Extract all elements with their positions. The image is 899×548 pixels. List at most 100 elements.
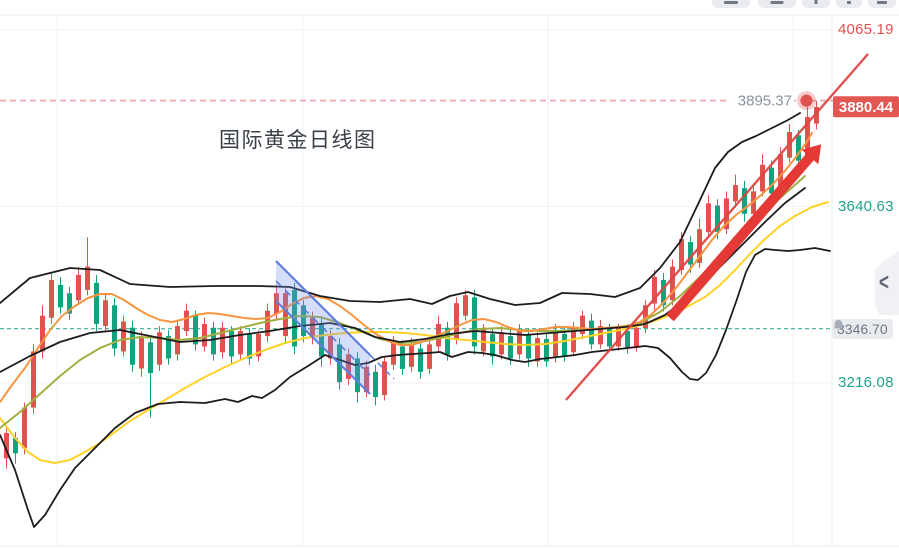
candle-body [715, 205, 720, 233]
candle-body [22, 407, 27, 449]
candle-body [157, 332, 162, 365]
alert-button[interactable] [836, 0, 862, 8]
alert-icon [847, 1, 851, 4]
candle-body [472, 297, 477, 347]
price-axis-label: 4065.19 [838, 21, 894, 38]
candle-body [526, 333, 531, 359]
current-price-label: 3880.44 [839, 99, 894, 116]
alert-price-tag[interactable]: 3346.70 [832, 318, 893, 339]
candle-body [652, 277, 657, 304]
ma-slow-yellow-line [0, 201, 829, 464]
bell-icon [833, 319, 844, 330]
candle-body [31, 351, 36, 408]
candle-body [238, 331, 243, 355]
candle-body [121, 321, 126, 352]
candle-body [319, 323, 324, 357]
candle-body [445, 327, 450, 355]
candle-body [616, 327, 621, 347]
drawing-tools-button[interactable] [758, 0, 796, 8]
channel-middle-dashed-line [275, 280, 371, 376]
current-price-tag [833, 96, 899, 118]
candle-body [265, 310, 270, 337]
bollinger-upper-line [0, 112, 801, 306]
candle-body [562, 333, 567, 357]
candle-body [634, 327, 639, 347]
alert-price-label: 3346.70 [832, 318, 893, 339]
candle-body [256, 333, 261, 357]
channel-lower-line [275, 300, 371, 395]
candle-body [670, 266, 675, 301]
fullscreen-button[interactable] [868, 0, 896, 8]
candle-body [13, 437, 18, 454]
candle-body [40, 315, 45, 352]
candle-body [202, 323, 207, 347]
candle-body [76, 274, 81, 301]
candle-body [49, 279, 54, 318]
candle-body [643, 305, 648, 329]
candle-body [364, 366, 369, 393]
candle-body [85, 266, 90, 290]
candle-body [463, 295, 468, 316]
add-icon [814, 0, 818, 4]
candle-body [409, 344, 414, 367]
price-axis-label: 3216.08 [838, 374, 894, 391]
drawing-tools-icon [770, 1, 784, 4]
candle-body [490, 333, 495, 357]
candle-body [310, 317, 315, 339]
candle-body [679, 239, 684, 270]
candle-body [58, 284, 63, 308]
candle-body [625, 331, 630, 349]
candle-body [535, 338, 540, 362]
candle-body [328, 336, 333, 359]
chart-toolbar [710, 0, 899, 10]
candle-body [733, 185, 738, 202]
candle-body [814, 106, 819, 124]
chevron-left-icon: < [879, 269, 889, 296]
ma-mid-olive-line [0, 175, 806, 429]
candle-body [427, 344, 432, 369]
high-marker-dot [800, 94, 813, 107]
candle-body [184, 310, 189, 332]
candle-body [382, 361, 387, 396]
candle-body [418, 348, 423, 372]
candle-body [661, 279, 666, 306]
candle-body [346, 354, 351, 379]
bollinger-lower-line [0, 247, 831, 528]
candle-body [796, 135, 801, 161]
candle-body [94, 282, 99, 324]
fullscreen-icon [877, 1, 887, 4]
candle-body [742, 188, 747, 214]
candle-body [724, 198, 729, 230]
trend-line [565, 53, 869, 401]
candle-body [229, 331, 234, 357]
candle-body [112, 305, 117, 349]
candle-body [139, 338, 144, 369]
add-button[interactable] [802, 0, 830, 8]
resistance-label-underlay [728, 92, 794, 110]
price-axis-label: 3640.63 [838, 197, 894, 215]
candle-body [580, 315, 585, 334]
candle-body [769, 167, 774, 194]
candle-body [544, 338, 549, 362]
candle-body [247, 333, 252, 359]
trend-block-arrow [666, 144, 822, 322]
chart-type-icon [724, 1, 738, 4]
candle-body [454, 303, 459, 339]
candle-body [148, 342, 153, 374]
candle-body [607, 327, 612, 347]
candle-body [211, 327, 216, 355]
resistance-price-label: 3895.37 [738, 93, 792, 110]
candle-body [517, 330, 522, 355]
candle-body [778, 154, 783, 189]
candle-body [760, 164, 765, 192]
candle-body [598, 326, 603, 345]
candle-body [193, 315, 198, 345]
candle-body [4, 432, 9, 459]
chart-type-button[interactable] [712, 0, 750, 8]
candle-body [220, 327, 225, 353]
candle-body [301, 305, 306, 337]
candle-body [373, 371, 378, 398]
candle-body [706, 203, 711, 233]
